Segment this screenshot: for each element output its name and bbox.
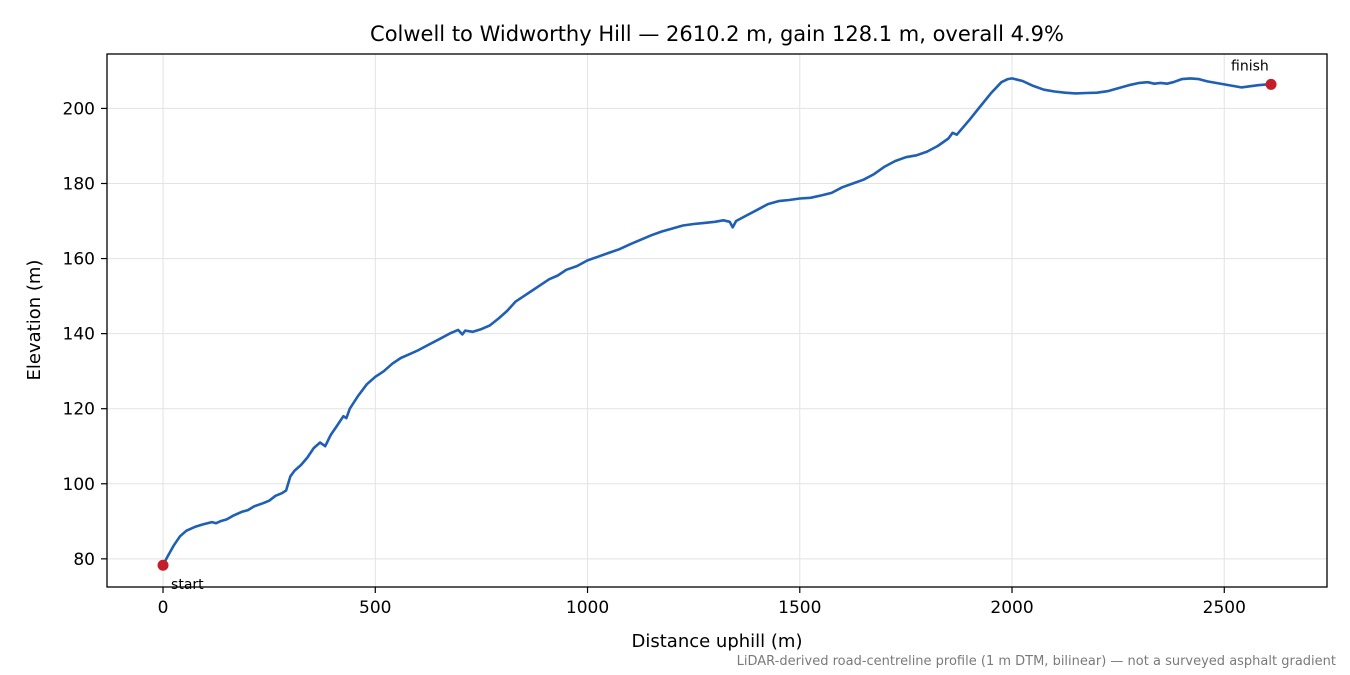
axis-ticks: 0 500 1000 1500 2000 2500 80 100 120 140 160 180 200 <box>63 99 1246 618</box>
y-tick-label: 160 <box>63 250 95 270</box>
series-layer: start finish <box>157 58 1277 593</box>
x-tick-label: 2000 <box>990 598 1033 618</box>
x-axis-label: Distance uphill (m) <box>632 631 803 652</box>
x-tick-label: 500 <box>359 598 391 618</box>
start-label: start <box>171 577 204 593</box>
elevation-line <box>161 77 1273 567</box>
finish-marker <box>1265 78 1277 90</box>
grid-lines <box>107 54 1327 587</box>
footnote: LiDAR-derived road-centreline profile (1… <box>737 654 1336 669</box>
y-tick-label: 200 <box>63 99 95 119</box>
x-tick-label: 2500 <box>1203 598 1246 618</box>
x-tick-label: 1500 <box>778 598 821 618</box>
start-marker <box>157 559 169 571</box>
finish-label: finish <box>1231 58 1269 74</box>
plot-frame <box>106 53 1328 588</box>
x-tick-label: 1000 <box>566 598 609 618</box>
y-tick-label: 120 <box>63 400 95 420</box>
y-axis-label: Elevation (m) <box>24 260 45 381</box>
y-tick-label: 80 <box>73 550 95 570</box>
y-tick-label: 180 <box>63 174 95 194</box>
x-tick-label: 0 <box>158 598 169 618</box>
y-tick-label: 100 <box>63 475 95 495</box>
y-tick-label: 140 <box>63 325 95 345</box>
chart-title: Colwell to Widworthy Hill — 2610.2 m, ga… <box>370 22 1064 46</box>
